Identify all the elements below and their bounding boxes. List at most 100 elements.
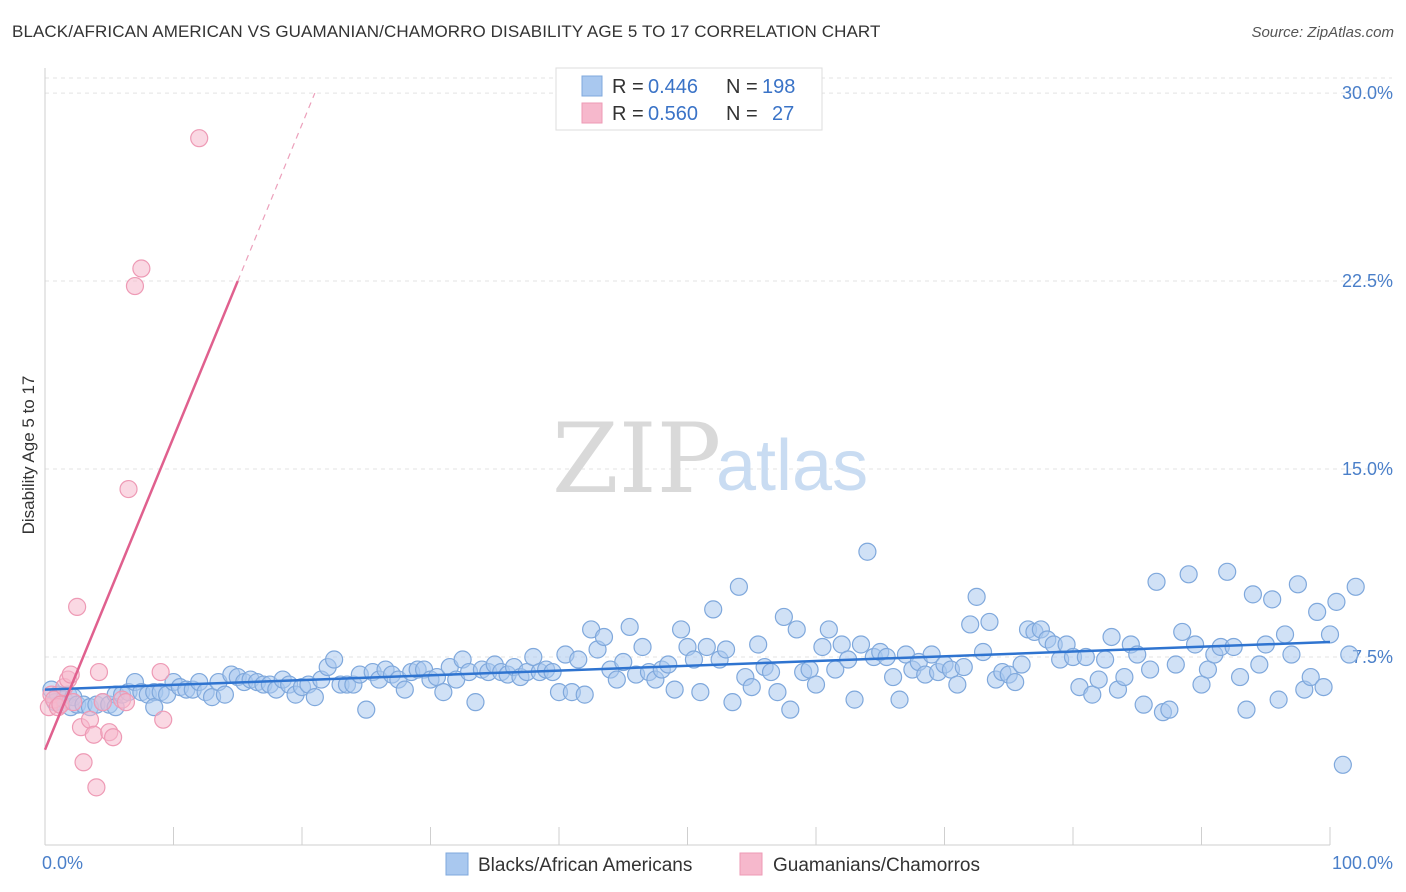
data-point-blacks — [1147, 572, 1166, 591]
data-point-blacks — [806, 675, 826, 694]
chart-title: BLACK/AFRICAN AMERICAN VS GUAMANIAN/CHAM… — [12, 22, 881, 41]
data-point-blacks — [1327, 592, 1346, 611]
data-point-blacks — [961, 615, 980, 634]
data-point-blacks — [980, 612, 999, 632]
data-point-blacks — [1340, 645, 1359, 664]
data-point-blacks — [832, 635, 851, 654]
data-point-guamanians — [93, 693, 112, 712]
data-point-guamanians — [68, 597, 87, 616]
data-point-guamanians — [125, 276, 145, 296]
data-point-blacks — [1282, 645, 1301, 664]
data-point-blacks — [819, 620, 838, 639]
watermark-atlas: atlas — [716, 426, 868, 506]
data-point-blacks — [427, 667, 447, 687]
data-point-blacks — [890, 690, 909, 709]
data-point-blacks — [723, 693, 742, 712]
data-point-blacks — [1333, 755, 1352, 774]
x-tick-labels: 0.0% 100.0% — [42, 853, 1393, 873]
data-point-guamanians — [190, 129, 209, 148]
data-point-guamanians — [154, 710, 173, 729]
y-tick-label: 7.5% — [1352, 647, 1393, 667]
data-point-blacks — [858, 542, 877, 561]
data-point-blacks — [954, 657, 973, 677]
legend-n-value-2: 27 — [772, 103, 794, 125]
data-point-blacks — [1173, 622, 1192, 642]
legend-blue-swatch — [581, 75, 603, 97]
data-point-guamanians — [119, 479, 138, 499]
data-point-blacks — [774, 607, 793, 627]
data-point-blacks — [716, 640, 736, 659]
data-point-blacks — [1346, 577, 1365, 596]
data-point-blacks — [851, 635, 871, 654]
legend-n-label-1: N = — [726, 76, 758, 98]
data-point-blacks — [357, 700, 376, 719]
data-point-blacks — [967, 587, 986, 606]
data-point-blacks — [684, 650, 704, 669]
data-point-blacks — [1115, 667, 1134, 687]
data-point-blacks — [973, 642, 993, 662]
correlation-legend: R = 0.446 N = 198 R = 0.560 N = 27 — [555, 67, 823, 131]
data-point-blacks — [659, 655, 678, 674]
x-tick-label-min: 0.0% — [42, 853, 83, 873]
data-point-blacks — [1083, 685, 1102, 704]
watermark: ZIP atlas — [552, 403, 868, 515]
data-point-blacks — [1237, 700, 1256, 719]
data-point-blacks — [1314, 677, 1333, 697]
data-point-guamanians — [87, 778, 106, 797]
bottom-legend-guamanians: Guamanians/Chamorros — [773, 855, 980, 876]
data-point-blacks — [691, 683, 710, 702]
data-point-blacks — [1320, 625, 1340, 644]
data-point-blacks — [1269, 690, 1288, 709]
data-point-blacks — [742, 677, 761, 697]
data-point-blacks — [800, 660, 819, 679]
data-point-blacks — [1012, 655, 1031, 674]
y-tick-label: 22.5% — [1342, 271, 1393, 291]
data-point-blacks — [922, 645, 941, 664]
data-point-blacks — [569, 650, 588, 669]
bottom-legend-blacks: Blacks/African Americans — [478, 855, 692, 876]
data-point-blacks — [1218, 562, 1237, 581]
bottom-legend-pink-swatch — [739, 852, 763, 876]
watermark-zip: ZIP — [552, 403, 721, 515]
data-point-blacks — [1192, 675, 1211, 694]
data-point-blacks — [1140, 660, 1160, 679]
y-tick-label: 15.0% — [1342, 459, 1393, 479]
legend-r-label-1: R = — [612, 76, 644, 98]
data-point-blacks — [671, 620, 691, 639]
data-point-blacks — [594, 627, 614, 647]
data-point-blacks — [215, 685, 234, 704]
data-point-blacks — [1263, 590, 1282, 609]
data-point-blacks — [1288, 575, 1307, 594]
data-point-blacks — [575, 685, 594, 704]
data-point-guamanians — [132, 259, 151, 278]
data-point-blacks — [749, 635, 768, 654]
data-point-blacks — [768, 683, 787, 702]
data-point-blacks — [1166, 655, 1185, 674]
data-point-guamanians — [84, 725, 103, 744]
legend-r-value-2: 0.560 — [648, 103, 698, 125]
data-point-blacks — [787, 620, 806, 639]
data-point-blacks — [305, 688, 324, 707]
data-point-blacks — [845, 690, 864, 709]
data-point-blacks — [1185, 635, 1205, 654]
data-point-blacks — [697, 637, 716, 657]
data-point-blacks — [1198, 660, 1218, 679]
data-point-blacks — [1089, 670, 1108, 689]
data-point-blacks — [1096, 650, 1115, 669]
trend-line-guamanians — [43, 280, 239, 751]
data-point-blacks — [761, 662, 781, 682]
trend-lines — [43, 92, 1331, 751]
legend-n-value-1: 198 — [762, 76, 795, 98]
data-point-blacks — [325, 650, 344, 669]
data-point-blacks — [1250, 655, 1269, 674]
data-point-blacks — [524, 647, 543, 667]
data-point-blacks — [620, 617, 639, 637]
data-point-blacks — [883, 667, 903, 687]
data-point-blacks — [145, 698, 164, 717]
data-point-blacks — [1134, 695, 1153, 714]
data-point-blacks — [665, 680, 684, 699]
data-point-blacks — [1230, 667, 1250, 687]
data-point-guamanians — [104, 728, 123, 747]
data-point-blacks — [781, 700, 800, 719]
